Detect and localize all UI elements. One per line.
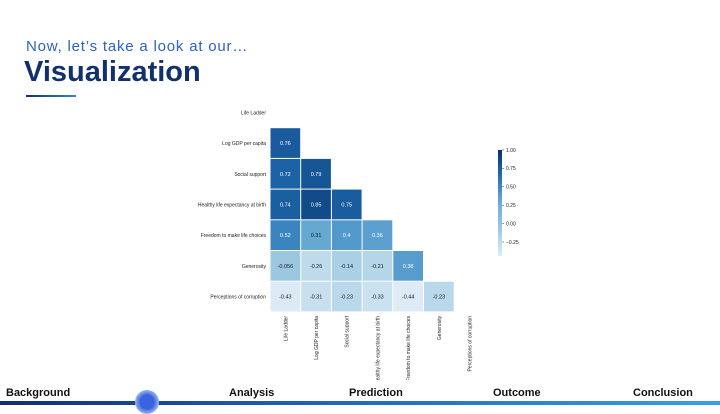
- slide-subtitle: Now, let’s take a look at our…: [26, 38, 249, 55]
- colorbar-tick-label: 0.75: [506, 166, 516, 172]
- column-label-social-support: Social support: [345, 315, 351, 347]
- cell-value-label: -0.26: [310, 264, 323, 270]
- progress-bar: [0, 401, 720, 405]
- heatmap-cell: [301, 281, 331, 312]
- nav-item-analysis[interactable]: Analysis: [229, 387, 275, 399]
- column-label-healthy-life-expectancy-at-birth: Healthy life expectancy at birth: [375, 316, 381, 380]
- section-nav: Background Analysis Prediction Outcome C…: [0, 383, 720, 403]
- cell-value-label: -0.14: [340, 264, 353, 270]
- cell-value-label: -0.33: [371, 295, 384, 301]
- nav-item-outcome[interactable]: Outcome: [493, 387, 541, 399]
- row-label-life-ladder: Life Ladder: [241, 110, 266, 116]
- cell-value-label: 0.75: [341, 202, 352, 208]
- colorbar-tick-label: 0.50: [506, 185, 516, 191]
- nav-item-prediction[interactable]: Prediction: [349, 387, 403, 399]
- cell-value-label: -0.21: [371, 264, 384, 270]
- column-label-perceptions-of-corruption: Perceptions of corruption: [468, 316, 474, 372]
- cell-value-label: -0.43: [279, 295, 292, 301]
- heatmap-cell: [331, 281, 362, 312]
- nav-item-background[interactable]: Background: [6, 387, 71, 399]
- heatmap-cell: [270, 128, 301, 158]
- heatmap-cell: [270, 158, 301, 189]
- heatmap-cell: [270, 220, 301, 250]
- heatmap-cell: [331, 189, 362, 220]
- heatmap-cell: [301, 220, 331, 250]
- row-label-healthy-life-expectancy-at-birth: Healthy life expectancy at birth: [198, 202, 266, 208]
- cell-value-label: 0.74: [280, 202, 291, 208]
- cell-value-label: 0.36: [372, 233, 383, 239]
- column-label-life-ladder: Life Ladder: [283, 316, 289, 341]
- cell-value-label: 0.79: [311, 172, 322, 178]
- cell-value-label: 0.4: [343, 233, 351, 239]
- cell-value-label: 0.72: [280, 172, 291, 178]
- cell-value-label: -0.23: [433, 295, 446, 301]
- heatmap-cell: [424, 281, 454, 312]
- heatmap-cell: [270, 281, 301, 312]
- nav-item-conclusion[interactable]: Conclusion: [633, 387, 693, 399]
- cell-value-label: 0.85: [311, 202, 322, 208]
- title-underline: [26, 95, 76, 97]
- slide-title: Visualization: [24, 56, 201, 88]
- heatmap-cell: [270, 251, 301, 281]
- column-label-log-gdp-per-capita: Log GDP per capita: [314, 316, 320, 360]
- column-label-generosity: Generosity: [437, 315, 443, 340]
- row-label-perceptions-of-corruption: Perceptions of corruption: [210, 295, 266, 301]
- heatmap-cell: [362, 281, 393, 312]
- cell-value-label: 0.52: [280, 233, 291, 239]
- cell-value-label: -0.44: [402, 295, 415, 301]
- heatmap-cell: [270, 189, 301, 220]
- colorbar-tick-label: 1.00: [506, 148, 516, 154]
- heatmap-cell: [362, 220, 393, 250]
- heatmap-cell: [331, 251, 362, 281]
- cell-value-label: 0.31: [311, 233, 322, 239]
- heatmap-cell: [393, 251, 423, 281]
- row-label-log-gdp-per-capita: Log GDP per capita: [222, 141, 266, 147]
- cell-value-label: -0.056: [278, 264, 294, 270]
- column-label-freedom-to-make-life-choices: Freedom to make life choices: [406, 315, 412, 380]
- heatmap-cell: [301, 189, 331, 220]
- correlation-heatmap: Life Ladder Log GDP per capita Social supp…: [198, 110, 519, 380]
- progress-marker-icon: [135, 390, 159, 414]
- colorbar-tick-label: 0.00: [506, 221, 516, 227]
- cell-value-label: -0.23: [340, 295, 353, 301]
- cell-value-label: 0.76: [280, 141, 291, 147]
- colorbar-tick-label: −0.25: [506, 240, 519, 246]
- heatmap-cell: [301, 158, 331, 189]
- cell-value-label: 0.38: [403, 264, 414, 270]
- colorbar: [498, 150, 502, 256]
- heatmap-cell: [362, 251, 393, 281]
- heatmap-cell: [301, 251, 331, 281]
- cell-value-label: -0.31: [310, 295, 323, 301]
- row-label-generosity: Generosity: [242, 264, 267, 270]
- row-label-social-support: Social support: [234, 172, 266, 178]
- colorbar-tick-label: 0.25: [506, 203, 516, 209]
- heatmap-cell: [331, 220, 362, 250]
- heatmap-cell: [393, 281, 423, 312]
- row-label-freedom-to-make-life-choices: Freedom to make life choices: [201, 233, 267, 239]
